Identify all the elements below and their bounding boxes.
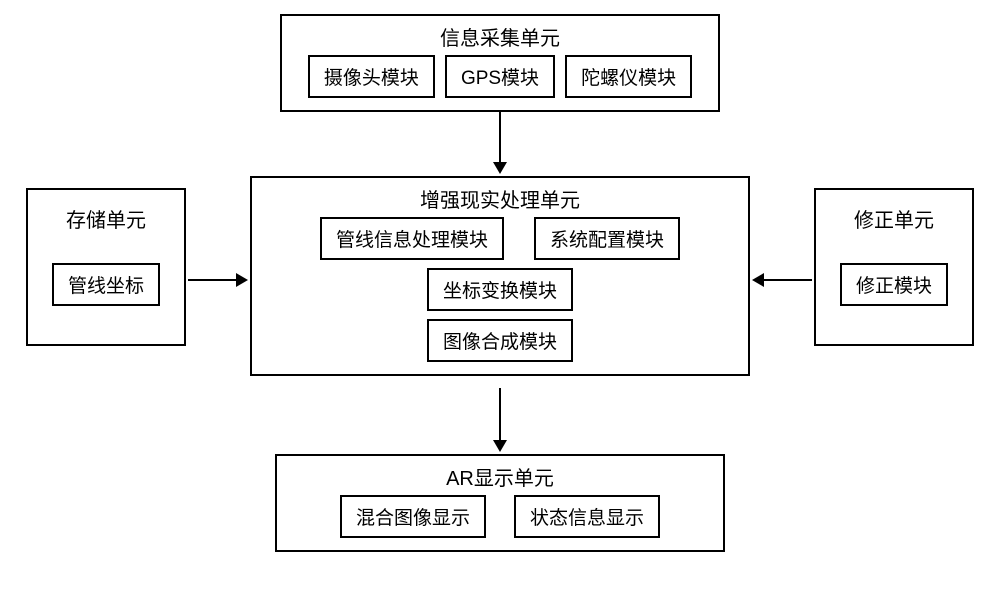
arrow-center-bottom-line [499, 388, 501, 442]
arrow-top-center-head [493, 162, 507, 174]
info-collect-title: 信息采集单元 [282, 16, 718, 55]
correction-title: 修正单元 [816, 190, 972, 237]
arrow-center-bottom-head [493, 440, 507, 452]
storage-unit: 存储单元 管线坐标 [26, 188, 186, 346]
storage-title: 存储单元 [28, 190, 184, 237]
gyroscope-module: 陀螺仪模块 [565, 55, 692, 98]
image-synth-module: 图像合成模块 [427, 319, 573, 362]
arrow-left-center-head [236, 273, 248, 287]
ar-processing-unit: 增强现实处理单元 管线信息处理模块 系统配置模块 坐标变换模块 图像合成模块 [250, 176, 750, 376]
arrow-right-center-line [762, 279, 812, 281]
arrow-top-center-line [499, 112, 501, 164]
pipeline-coord-module: 管线坐标 [52, 263, 160, 306]
ar-processing-title: 增强现实处理单元 [252, 178, 748, 217]
status-info-display: 状态信息显示 [514, 495, 660, 538]
system-config-module: 系统配置模块 [534, 217, 680, 260]
info-collect-modules: 摄像头模块 GPS模块 陀螺仪模块 [282, 55, 718, 110]
coord-transform-module: 坐标变换模块 [427, 268, 573, 311]
ar-display-title: AR显示单元 [277, 456, 723, 495]
correction-module: 修正模块 [840, 263, 948, 306]
gps-module: GPS模块 [445, 55, 555, 98]
center-row-1: 管线信息处理模块 系统配置模块 [266, 217, 734, 260]
info-collect-unit: 信息采集单元 摄像头模块 GPS模块 陀螺仪模块 [280, 14, 720, 112]
mixed-image-display: 混合图像显示 [340, 495, 486, 538]
camera-module: 摄像头模块 [308, 55, 435, 98]
ar-display-unit: AR显示单元 混合图像显示 状态信息显示 [275, 454, 725, 552]
arrow-left-center-line [188, 279, 238, 281]
center-row-3: 图像合成模块 [266, 319, 734, 362]
center-row-2: 坐标变换模块 [266, 268, 734, 311]
arrow-right-center-head [752, 273, 764, 287]
correction-unit: 修正单元 修正模块 [814, 188, 974, 346]
pipeline-info-module: 管线信息处理模块 [320, 217, 504, 260]
ar-display-modules: 混合图像显示 状态信息显示 [277, 495, 723, 550]
